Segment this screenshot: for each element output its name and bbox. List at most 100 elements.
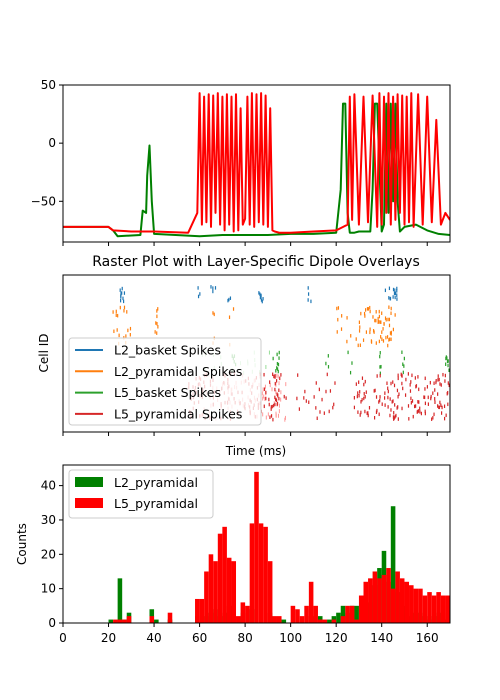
histogram-bar [258, 523, 264, 623]
histogram-bar [304, 605, 309, 623]
histogram-bar [299, 616, 305, 623]
histogram-bar [390, 506, 396, 623]
raster-legend: L2_basket Spikes L2_pyramidal Spikes L5_ba… [68, 337, 262, 426]
histogram-bar [313, 605, 318, 623]
histogram-panel: 0 10 20 30 40 0 20 40 60 80 100 120 140 160 Counts L… [15, 464, 451, 645]
raster-title: Raster Plot with Layer-Specific Dipole O… [92, 254, 420, 270]
histogram-bar [358, 595, 364, 623]
histogram-bar [436, 592, 441, 623]
histogram-bar [336, 612, 341, 623]
histogram-bar [381, 574, 387, 623]
histogram-x-tick-label: 60 [192, 631, 207, 645]
histogram-bar [418, 588, 423, 623]
histogram-bar [295, 609, 300, 623]
histogram-bar [226, 557, 232, 623]
raster-legend-box [68, 337, 262, 426]
histogram-bar [263, 526, 268, 623]
histogram-bar [317, 616, 323, 623]
histogram-bar [399, 578, 405, 623]
histogram-bar [208, 554, 214, 623]
histogram-panel-frame [62, 464, 451, 624]
histogram-y-axis: 0 10 20 30 40 [41, 479, 63, 630]
histogram-bar [331, 619, 337, 623]
histogram-bar [340, 616, 346, 623]
histogram-bar [331, 616, 337, 623]
voltage-series-group [63, 92, 450, 238]
histogram-bar [327, 619, 332, 623]
histogram-bar [195, 598, 200, 623]
histogram-bar [154, 619, 159, 623]
histogram-x-tick-label: 0 [59, 631, 67, 645]
histogram-x-axis: 0 20 40 60 80 100 120 140 160 [59, 623, 439, 645]
histogram-bar [445, 595, 450, 623]
histogram-bar [368, 578, 373, 623]
raster-legend-label: L5_basket Spikes [114, 385, 221, 400]
histogram-x-tick-label: 80 [237, 631, 252, 645]
histogram-bar [290, 605, 296, 623]
voltage-y-tick-label: 50 [41, 78, 56, 92]
histogram-bar [349, 605, 355, 623]
histogram-bars-group [108, 471, 450, 623]
histogram-bar [440, 595, 446, 623]
histogram-x-tick-label: 40 [146, 631, 161, 645]
histogram-bar [117, 619, 123, 623]
voltage-panel-frame [62, 84, 451, 243]
histogram-legend-label: L2_pyramidal [114, 475, 198, 490]
histogram-bar [204, 571, 209, 623]
voltage-panel: 50 0 −50 [31, 78, 451, 246]
histogram-bar [354, 605, 359, 623]
histogram-bar [199, 598, 205, 623]
histogram-bar [222, 526, 227, 623]
voltage-y-tick-label: 0 [48, 136, 56, 150]
histogram-bar [276, 616, 282, 623]
histogram-bar [431, 595, 437, 623]
histogram-legend-swatch [75, 498, 103, 508]
histogram-x-tick-label: 140 [370, 631, 393, 645]
histogram-legend-swatch [75, 477, 103, 487]
histogram-legend: L2_pyramidal L5_pyramidal [68, 469, 214, 519]
histogram-bar [167, 612, 173, 623]
raster-panel-frame [62, 274, 451, 433]
histogram-bar [354, 619, 359, 623]
histogram-bar [108, 619, 114, 623]
histogram-bar [395, 571, 400, 623]
raster-x-label: Time (ms) [225, 444, 287, 458]
raster-legend-label: L2_basket Spikes [114, 343, 221, 358]
histogram-legend-box [68, 469, 214, 519]
histogram-y-tick-label: 0 [48, 616, 56, 630]
raster-y-label: Cell ID [37, 333, 51, 372]
histogram-bar [149, 616, 155, 623]
histogram-bar [272, 616, 277, 623]
voltage-y-tick-label: −50 [31, 194, 56, 208]
histogram-bar [236, 616, 241, 623]
histogram-y-label: Counts [15, 523, 29, 565]
voltage-y-axis: 50 0 −50 [31, 78, 63, 208]
histogram-bar [386, 568, 391, 623]
histogram-bar [117, 578, 123, 623]
histogram-bar [377, 578, 382, 623]
histogram-bar [249, 523, 255, 623]
histogram-bar [404, 581, 410, 623]
histogram-bar [122, 619, 127, 623]
histogram-bar [267, 561, 273, 623]
histogram-y-tick-label: 10 [41, 582, 56, 596]
histogram-bar [317, 619, 323, 623]
histogram-bar [422, 595, 428, 623]
histogram-bar [254, 471, 259, 623]
raster-legend-label: L2_pyramidal Spikes [114, 364, 242, 379]
histogram-x-tick-label: 160 [416, 631, 439, 645]
histogram-bar [245, 605, 250, 623]
histogram-bar [240, 602, 246, 623]
histogram-bar [409, 585, 414, 623]
histogram-x-tick-label: 20 [101, 631, 116, 645]
histogram-bar [213, 561, 218, 623]
histogram-y-tick-label: 30 [41, 513, 56, 527]
histogram-bar [322, 619, 328, 623]
histogram-legend-label: L5_pyramidal [114, 496, 198, 511]
histogram-bar [126, 616, 132, 623]
voltage-trace-1 [63, 92, 450, 234]
histogram-y-tick-label: 20 [41, 547, 56, 561]
raster-x-axis [62, 432, 428, 436]
histogram-bar [390, 588, 396, 623]
histogram-bar [413, 588, 419, 623]
